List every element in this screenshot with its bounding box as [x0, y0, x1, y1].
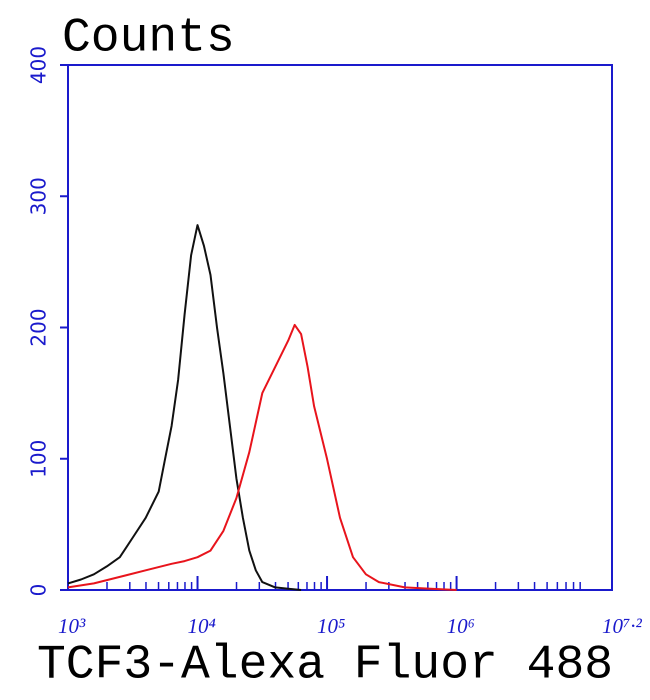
x-tick-label: 10⁷·² — [602, 614, 643, 638]
x-tick-label: 10³ — [58, 614, 86, 638]
y-tick-label: 200 — [27, 308, 51, 346]
x-axis-title: TCF3-Alexa Fluor 488 — [37, 639, 613, 693]
y-tick-label: 0 — [27, 584, 51, 597]
y-tick-label: 400 — [27, 46, 51, 84]
histogram-line — [67, 323, 457, 591]
x-tick-label: 10⁶ — [447, 614, 475, 638]
histogram-line — [67, 224, 302, 591]
y-tick-label: 100 — [27, 440, 51, 478]
chart-title: Counts — [62, 12, 235, 66]
y-tick-label: 300 — [27, 177, 51, 215]
x-tick-label: 10⁵ — [317, 614, 345, 638]
x-tick-label: 10⁴ — [188, 614, 216, 638]
